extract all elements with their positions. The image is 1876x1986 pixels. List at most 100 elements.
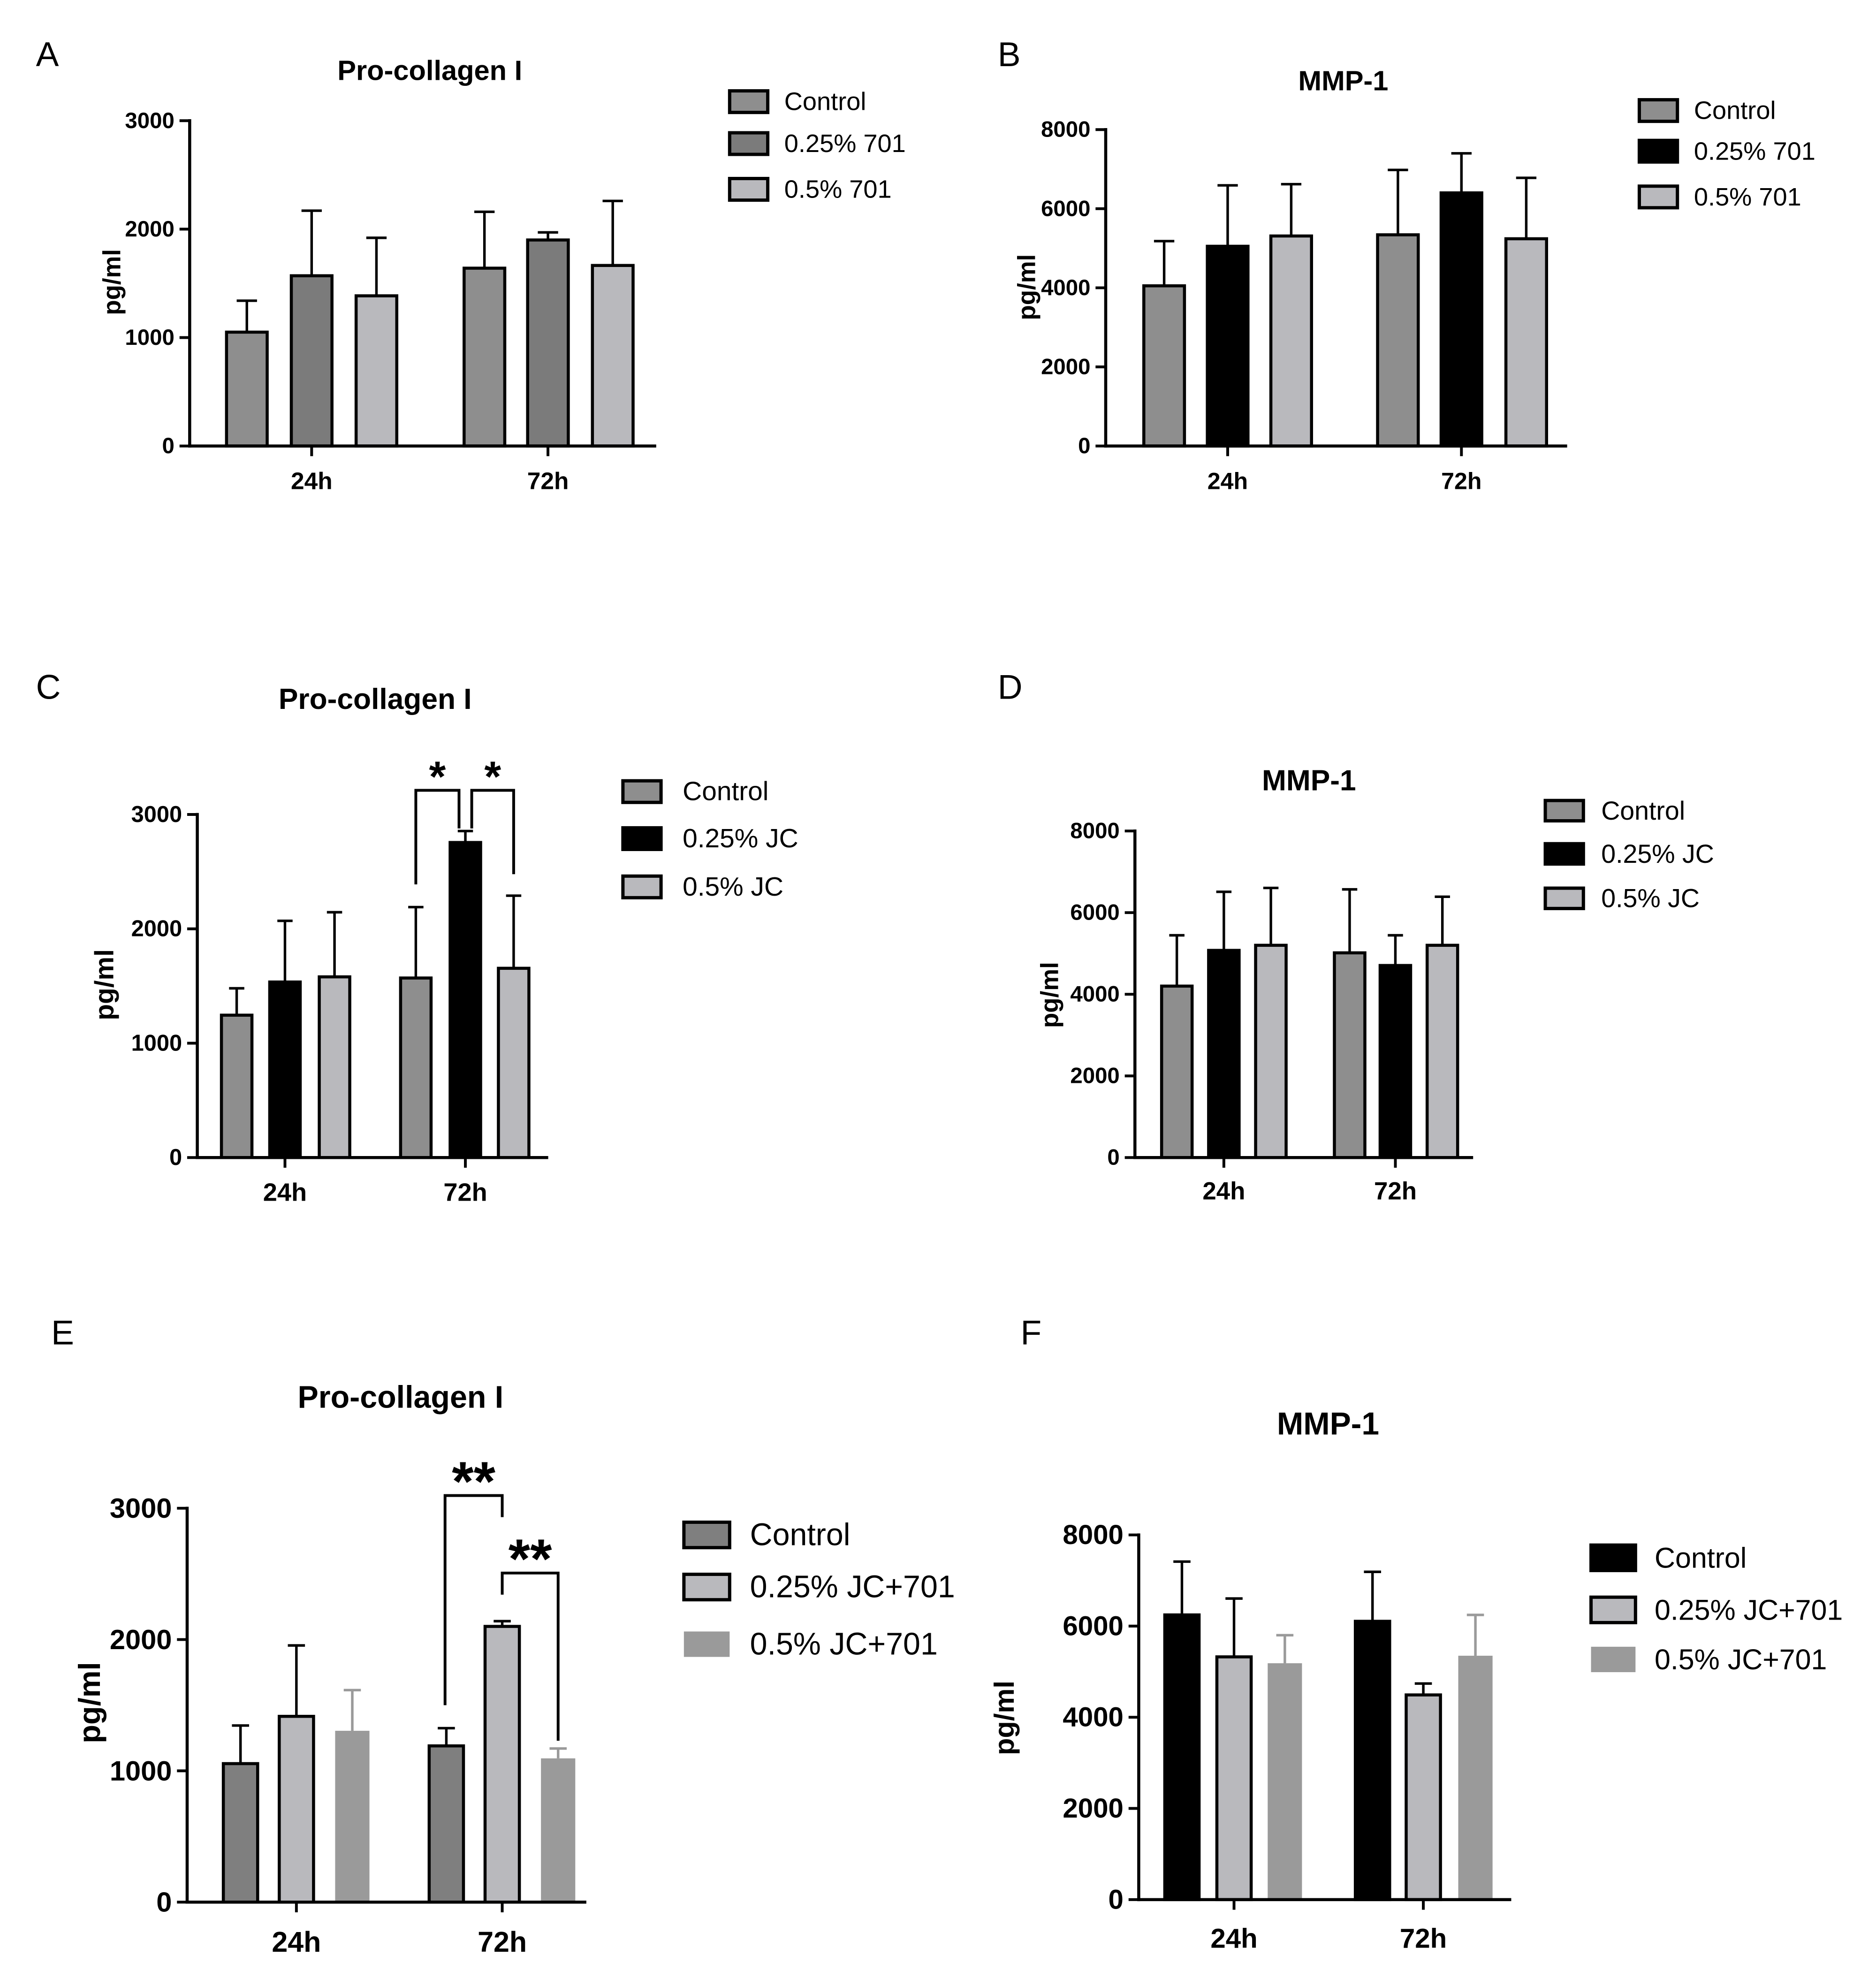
legend-swatch [1637,138,1679,164]
x-category-label: 24h [272,1926,321,1958]
y-tick-label: 1000 [125,325,174,350]
y-tick-label: 0 [169,1145,182,1170]
legend-label: 0.25% JC+701 [1655,1594,1843,1626]
chart-panel-a: A Pro-collagen I pg/ml 0 1000 2000 3000 24h 72h C… [36,36,906,495]
x-category-label: 24h [1208,468,1248,495]
y-tick-label: 4000 [1063,1702,1124,1733]
chart-panel-f: F MMP-1 pg/ml 0 2000 4000 6000 8000 24h 72h Contro… [988,1314,1843,1954]
bar [1268,1663,1302,1900]
y-tick-label: 2000 [1063,1793,1124,1824]
x-category-label: 24h [263,1178,307,1206]
bar [1353,1620,1391,1902]
legend-label: 0.5% JC [1601,884,1700,913]
y-axis-label: pg/ml [90,949,119,1020]
legend-label: 0.5% JC+701 [1655,1644,1827,1675]
bar [399,976,433,1159]
y-tick-label: 8000 [1070,819,1119,844]
bar [1405,1693,1442,1902]
legend-swatch [682,1573,731,1602]
bar [1458,1656,1493,1900]
y-tick-label: 3000 [131,802,182,827]
legend-label: Control [1601,796,1685,825]
y-tick-label: 3000 [110,1492,172,1524]
bar [1376,233,1420,448]
legend-swatch [728,131,770,156]
legend-swatch [621,826,663,851]
legend-label: 0.5% JC [683,872,783,902]
y-tick-label: 0 [162,434,174,458]
legend-label: Control [750,1518,851,1552]
bar [1160,984,1194,1159]
legend-swatch [728,89,770,114]
significance-bracket [501,1571,560,1741]
legend-swatch [621,779,663,804]
legend-label: Control [1694,97,1776,125]
bar [1439,191,1483,448]
y-tick-label: 0 [1109,1884,1124,1915]
y-axis-label: pg/ml [1013,254,1041,320]
panel-label: A [36,36,59,74]
bar [318,975,351,1159]
bar [463,266,507,448]
bar [1333,951,1367,1159]
significance-label: * [484,753,501,801]
bar [289,274,334,448]
bar [483,1625,521,1904]
chart-panel-e: E Pro-collagen I pg/ml 0 1000 2000 3000 24h 72h C… [51,1314,955,1958]
y-tick-label: 8000 [1041,117,1090,142]
bar [1269,234,1313,448]
bar [448,841,482,1159]
legend-swatch [1589,1543,1637,1572]
bar [268,980,302,1159]
bar [335,1731,370,1902]
legend-swatch [1637,184,1679,210]
bar [526,238,570,448]
y-axis-label: pg/ml [72,1662,106,1743]
chart-panel-d: D MMP-1 pg/ml 0 2000 4000 6000 8000 24h 72h Contro… [998,669,1714,1205]
bar [1254,944,1288,1159]
bar [278,1715,315,1904]
x-category-label: 72h [478,1926,527,1958]
x-category-label: 24h [1202,1178,1245,1205]
legend-swatch [1543,799,1585,823]
y-tick-label: 6000 [1041,196,1090,221]
legend-swatch [1637,98,1679,123]
bar [591,264,635,448]
y-tick-label: 2000 [1070,1064,1119,1088]
legend-swatch [1543,886,1585,910]
legend-swatch [1589,1595,1637,1624]
bar [1425,944,1459,1159]
y-tick-label: 6000 [1063,1611,1124,1641]
significance-bracket [470,789,515,875]
y-axis-label: pg/ml [99,249,126,315]
significance-bracket [414,789,461,884]
legend-label: Control [683,777,768,807]
y-tick-label: 1000 [131,1030,182,1056]
chart-title: MMP-1 [1298,65,1388,96]
y-tick-label: 8000 [1063,1520,1124,1550]
legend-label: Control [1655,1542,1747,1574]
bar [1207,949,1241,1159]
legend-label: 0.25% JC [1601,839,1714,868]
y-tick-label: 1000 [110,1755,172,1787]
chart-title: MMP-1 [1277,1407,1379,1442]
bar [427,1744,465,1904]
bar [354,294,399,448]
panel-label: B [998,36,1021,74]
chart-panel-b: B MMP-1 pg/ml 0 2000 4000 6000 8000 24h 72h Contro… [998,36,1815,495]
y-tick-label: 0 [156,1887,172,1918]
significance-label: ** [509,1528,552,1590]
chart-title: Pro-collagen I [279,683,472,715]
y-tick-label: 4000 [1041,275,1090,300]
chart-panel-c: C Pro-collagen I pg/ml 0 1000 2000 3000 24h 72h C… [36,669,798,1207]
y-tick-label: 2000 [131,916,182,942]
y-axis-label: pg/ml [1036,962,1063,1028]
significance-label: ** [452,1450,495,1513]
legend-swatch [1543,842,1585,866]
significance-label: * [429,753,446,801]
significance-bracket [443,1494,504,1705]
legend-label: 0.25% 701 [1694,137,1815,165]
legend-label: 0.5% 701 [784,175,892,204]
legend-swatch [684,1631,730,1657]
y-tick-label: 0 [1078,434,1090,458]
